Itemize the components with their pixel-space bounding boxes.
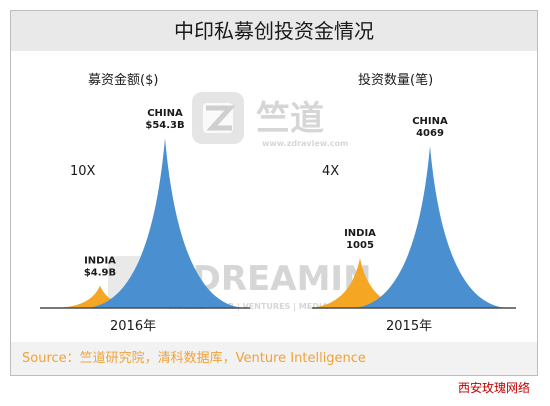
label-india-deals: INDIA <box>344 228 376 239</box>
panel-funding: 募资金额($) 10X INDIA $4.9B CHINA $54.3B 201… <box>40 72 250 334</box>
chart-frame <box>10 10 538 376</box>
multiplier-funding: 10X <box>70 164 96 179</box>
watermark-tagline: ACCELERATOR | VENTURES | MEDIA <box>170 302 329 311</box>
watermark: 竺道 www.zdraview.com ZDREAMIN ACCELERATOR… <box>108 92 372 311</box>
label-china-funding: CHINA <box>147 108 183 119</box>
panel-title-funding: 募资金额($) <box>88 72 158 88</box>
panel-deals: 投资数量(笔) 4X INDIA 1005 CHINA 4069 2015年 <box>305 72 516 334</box>
watermark-url: www.zdraview.com <box>262 139 348 148</box>
area-china-funding <box>83 138 247 308</box>
value-india-deals: 1005 <box>346 240 374 251</box>
title-bar <box>11 11 537 51</box>
area-india-deals <box>305 257 415 308</box>
label-india-funding: INDIA <box>84 256 116 267</box>
area-china-deals <box>350 146 510 308</box>
site-watermark: 西安玫瑰网络 <box>458 381 531 395</box>
watermark-brand-cn: 竺道 <box>256 99 324 139</box>
value-china-funding: $54.3B <box>145 120 184 131</box>
label-china-deals: CHINA <box>412 116 448 127</box>
area-india-funding <box>52 285 148 308</box>
source-bar <box>11 342 537 375</box>
multiplier-deals: 4X <box>322 164 339 179</box>
watermark-logo-icon <box>192 92 244 144</box>
source-note: Source：竺道研究院，清科数据库，Venture Intelligence <box>22 351 366 366</box>
value-india-funding: $4.9B <box>84 268 116 279</box>
page-title: 中印私募创投资金情况 <box>174 19 374 43</box>
panel-title-deals: 投资数量(笔) <box>358 72 433 88</box>
value-china-deals: 4069 <box>416 128 444 139</box>
year-deals: 2015年 <box>386 319 432 334</box>
year-funding: 2016年 <box>110 319 156 334</box>
